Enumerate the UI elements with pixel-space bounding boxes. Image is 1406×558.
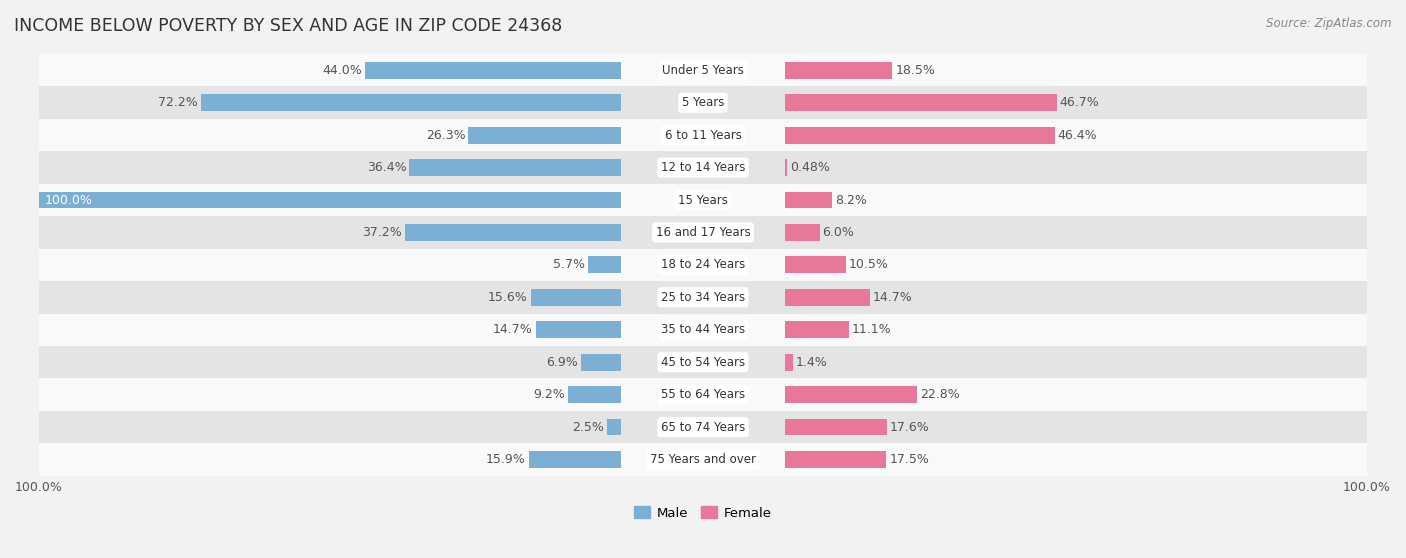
Text: 18.5%: 18.5% bbox=[896, 64, 935, 77]
Text: 6.9%: 6.9% bbox=[547, 355, 578, 369]
Text: 46.7%: 46.7% bbox=[1060, 96, 1099, 109]
Bar bbox=[39, 281, 1367, 314]
Bar bbox=[39, 86, 1367, 119]
Text: 17.5%: 17.5% bbox=[890, 453, 929, 466]
Bar bbox=[785, 257, 846, 273]
Text: 5 Years: 5 Years bbox=[682, 96, 724, 109]
Bar bbox=[785, 62, 893, 79]
Text: 75 Years and over: 75 Years and over bbox=[650, 453, 756, 466]
Bar bbox=[39, 314, 1367, 346]
Bar bbox=[785, 386, 917, 403]
Bar bbox=[39, 217, 1367, 249]
Bar bbox=[785, 224, 820, 241]
Text: 22.8%: 22.8% bbox=[921, 388, 960, 401]
Text: 46.4%: 46.4% bbox=[1057, 129, 1097, 142]
Text: 18 to 24 Years: 18 to 24 Years bbox=[661, 258, 745, 271]
Text: Source: ZipAtlas.com: Source: ZipAtlas.com bbox=[1267, 17, 1392, 30]
Legend: Male, Female: Male, Female bbox=[634, 506, 772, 519]
Bar bbox=[785, 354, 793, 371]
Bar bbox=[785, 289, 870, 306]
Bar bbox=[39, 119, 1367, 151]
Bar bbox=[468, 127, 621, 143]
Text: 36.4%: 36.4% bbox=[367, 161, 406, 174]
Text: 9.2%: 9.2% bbox=[533, 388, 565, 401]
Text: 6 to 11 Years: 6 to 11 Years bbox=[665, 129, 741, 142]
Bar bbox=[201, 94, 621, 111]
Bar bbox=[39, 191, 621, 209]
Text: 100.0%: 100.0% bbox=[45, 194, 93, 206]
Text: 8.2%: 8.2% bbox=[835, 194, 868, 206]
Bar bbox=[607, 418, 621, 435]
Bar bbox=[581, 354, 621, 371]
Text: 11.1%: 11.1% bbox=[852, 323, 891, 336]
Text: 14.7%: 14.7% bbox=[494, 323, 533, 336]
Bar bbox=[785, 159, 787, 176]
Bar bbox=[39, 346, 1367, 378]
Bar bbox=[409, 159, 621, 176]
Bar bbox=[39, 411, 1367, 443]
Bar bbox=[39, 54, 1367, 86]
Text: 72.2%: 72.2% bbox=[159, 96, 198, 109]
Bar bbox=[39, 378, 1367, 411]
Text: 17.6%: 17.6% bbox=[890, 421, 929, 434]
Bar bbox=[39, 184, 1367, 217]
Text: 6.0%: 6.0% bbox=[823, 226, 855, 239]
Text: 65 to 74 Years: 65 to 74 Years bbox=[661, 421, 745, 434]
Bar bbox=[785, 451, 887, 468]
Text: 26.3%: 26.3% bbox=[426, 129, 465, 142]
Text: 25 to 34 Years: 25 to 34 Years bbox=[661, 291, 745, 304]
Text: 1.4%: 1.4% bbox=[796, 355, 827, 369]
Bar bbox=[39, 443, 1367, 476]
Text: 15.9%: 15.9% bbox=[486, 453, 526, 466]
Text: 44.0%: 44.0% bbox=[322, 64, 363, 77]
Text: 16 and 17 Years: 16 and 17 Years bbox=[655, 226, 751, 239]
Text: 10.5%: 10.5% bbox=[849, 258, 889, 271]
Text: 2.5%: 2.5% bbox=[572, 421, 605, 434]
Bar bbox=[39, 249, 1367, 281]
Bar bbox=[405, 224, 621, 241]
Text: INCOME BELOW POVERTY BY SEX AND AGE IN ZIP CODE 24368: INCOME BELOW POVERTY BY SEX AND AGE IN Z… bbox=[14, 17, 562, 35]
Text: 55 to 64 Years: 55 to 64 Years bbox=[661, 388, 745, 401]
Bar bbox=[529, 451, 621, 468]
Bar bbox=[588, 257, 621, 273]
Bar bbox=[785, 127, 1054, 143]
Text: 35 to 44 Years: 35 to 44 Years bbox=[661, 323, 745, 336]
Bar bbox=[39, 151, 1367, 184]
Text: 14.7%: 14.7% bbox=[873, 291, 912, 304]
Text: 0.48%: 0.48% bbox=[790, 161, 830, 174]
Text: Under 5 Years: Under 5 Years bbox=[662, 64, 744, 77]
Text: 45 to 54 Years: 45 to 54 Years bbox=[661, 355, 745, 369]
Bar bbox=[568, 386, 621, 403]
Bar bbox=[536, 321, 621, 338]
Text: 37.2%: 37.2% bbox=[363, 226, 402, 239]
Text: 5.7%: 5.7% bbox=[554, 258, 585, 271]
Bar bbox=[785, 321, 849, 338]
Text: 15 Years: 15 Years bbox=[678, 194, 728, 206]
Bar bbox=[366, 62, 621, 79]
Bar bbox=[785, 191, 832, 209]
Text: 12 to 14 Years: 12 to 14 Years bbox=[661, 161, 745, 174]
Bar bbox=[530, 289, 621, 306]
Text: 15.6%: 15.6% bbox=[488, 291, 527, 304]
Bar bbox=[785, 94, 1056, 111]
Bar bbox=[785, 418, 887, 435]
